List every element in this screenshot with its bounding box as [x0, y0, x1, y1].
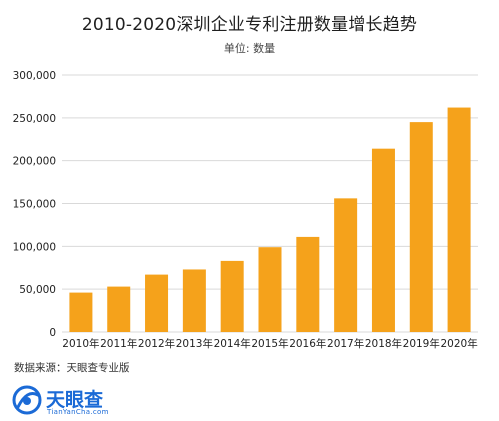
y-tick-label: 250,000 [13, 113, 56, 125]
chart-title: 2010-2020深圳企业专利注册数量增长趋势 [81, 15, 418, 35]
x-tick-label: 2014年 [214, 337, 251, 350]
x-tick-label: 2013年 [176, 337, 213, 350]
x-tick-label: 2011年 [100, 337, 137, 350]
bar [296, 236, 320, 332]
x-tick-label: 2019年 [403, 337, 440, 350]
logo-text: 天眼查 [46, 389, 104, 411]
tianyancha-logo: 天眼查 TianYanCha.com [12, 383, 152, 419]
bar [334, 198, 358, 332]
x-tick-label: 2015年 [251, 337, 288, 350]
bar [220, 260, 244, 332]
y-tick-label: 150,000 [13, 199, 56, 211]
bar [107, 286, 131, 332]
bar [145, 274, 169, 332]
x-tick-label: 2020年 [440, 337, 477, 350]
y-tick-label: 300,000 [13, 70, 56, 82]
bar [182, 269, 206, 332]
data-source-label: 数据来源：天眼查专业版 [14, 362, 130, 374]
x-tick-label: 2017年 [327, 337, 364, 350]
x-tick-label: 2010年 [62, 337, 99, 350]
unit-label: 单位: 数量 [223, 42, 276, 55]
bar [447, 107, 471, 332]
y-tick-label: 0 [49, 327, 56, 339]
bar [69, 292, 93, 332]
eye-logo-icon [12, 385, 42, 415]
y-tick-label: 100,000 [13, 241, 56, 253]
bar [409, 122, 433, 332]
y-tick-label: 50,000 [19, 284, 56, 296]
x-tick-label: 2012年 [138, 337, 175, 350]
bar [258, 247, 282, 332]
x-tick-label: 2018年 [365, 337, 402, 350]
y-tick-label: 200,000 [13, 156, 56, 168]
x-tick-label: 2016年 [289, 337, 326, 350]
bar [371, 148, 395, 332]
logo-subtext: TianYanCha.com [47, 408, 109, 416]
